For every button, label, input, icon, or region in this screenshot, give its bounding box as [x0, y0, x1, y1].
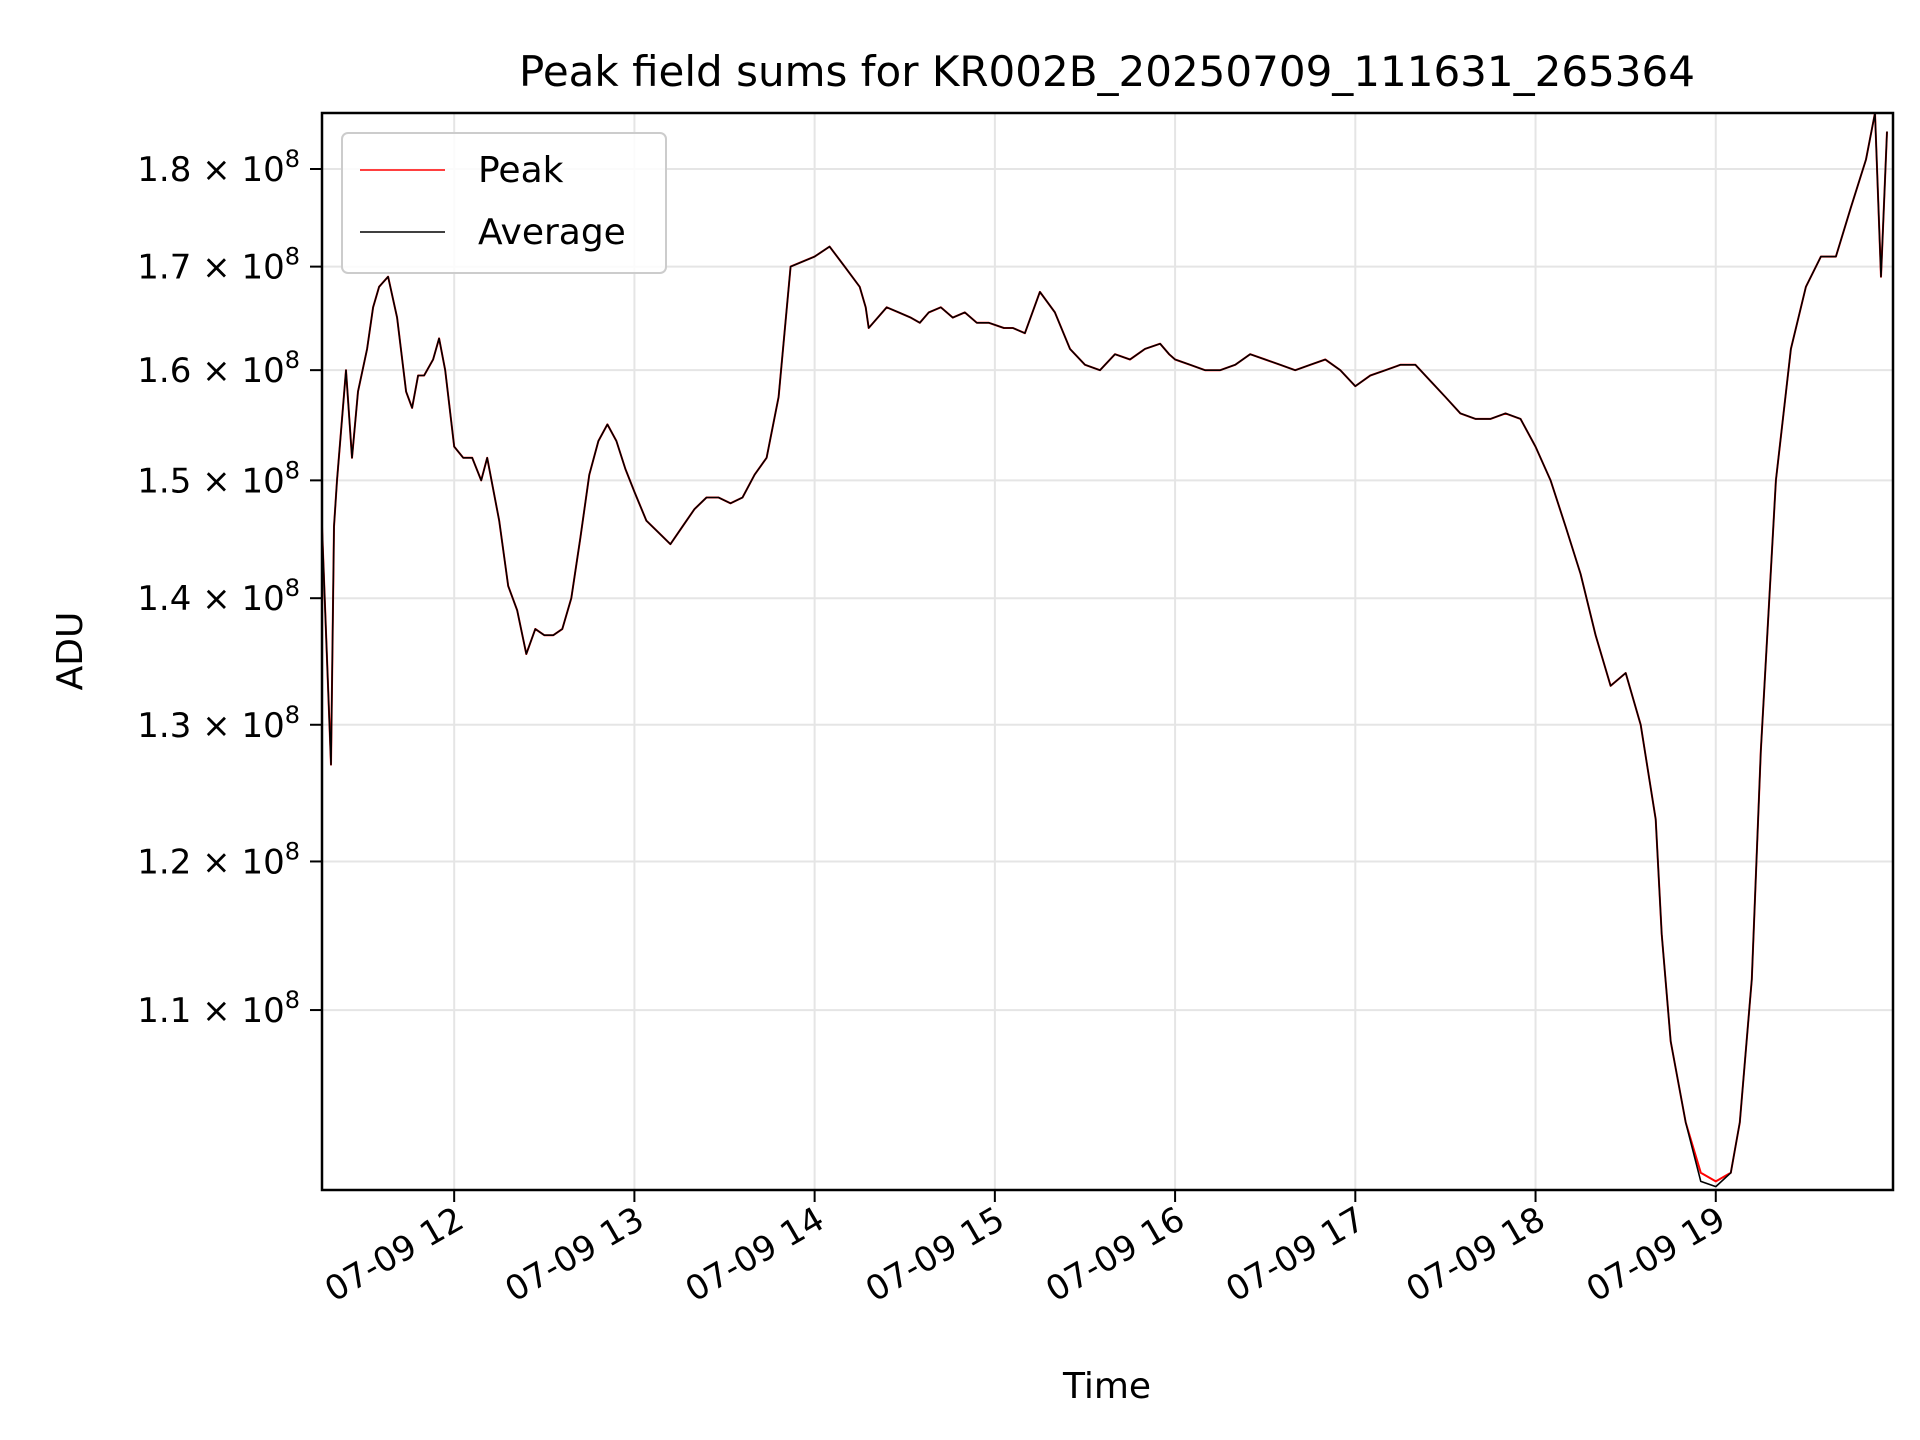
- y-tick-exponent: 8: [285, 574, 300, 602]
- series-line-average: [321, 112, 1888, 1188]
- y-tick-mantissa: 1.4: [137, 579, 191, 619]
- y-tick-exponent: 8: [285, 837, 300, 865]
- y-tick-label: 1.7 × 108: [137, 243, 300, 288]
- grid: [322, 113, 1893, 1190]
- y-tick-exponent: 8: [285, 986, 300, 1014]
- y-tick-label: 1.8 × 108: [137, 145, 300, 190]
- x-axis-label: Time: [1062, 1366, 1151, 1407]
- y-tick-times-sign: × 10: [191, 461, 284, 501]
- y-tick-mantissa: 1.5: [137, 461, 191, 501]
- legend: Peak Average: [341, 132, 667, 274]
- y-tick-exponent: 8: [285, 456, 300, 484]
- y-tick-exponent: 8: [285, 243, 300, 271]
- y-tick-times-sign: × 10: [191, 248, 284, 288]
- y-tick-label: 1.4 × 108: [137, 574, 300, 619]
- y-tick-exponent: 8: [285, 145, 300, 173]
- y-tick-mantissa: 1.8: [137, 150, 191, 190]
- y-tick-times-sign: × 10: [191, 150, 284, 190]
- y-tick-label: 1.3 × 108: [137, 701, 300, 746]
- legend-label-peak: Peak: [478, 150, 564, 191]
- plot-frame: [320, 111, 1895, 1192]
- y-tick-exponent: 8: [285, 346, 300, 374]
- y-tick-times-sign: × 10: [191, 579, 284, 619]
- y-tick-mantissa: 1.2: [137, 842, 191, 882]
- y-tick-times-sign: × 10: [191, 991, 284, 1031]
- y-tick-exponent: 8: [285, 701, 300, 729]
- y-tick-label: 1.1 × 108: [137, 986, 300, 1031]
- y-tick-label: 1.6 × 108: [137, 346, 300, 391]
- y-tick-times-sign: × 10: [191, 706, 284, 746]
- y-tick-times-sign: × 10: [191, 842, 284, 882]
- legend-label-average: Average: [478, 212, 626, 253]
- y-tick-mantissa: 1.1: [137, 991, 191, 1031]
- y-tick-mantissa: 1.3: [137, 706, 191, 746]
- y-tick-label: 1.5 × 108: [137, 456, 300, 501]
- y-tick-label: 1.2 × 108: [137, 837, 300, 882]
- y-axis-label: ADU: [50, 612, 91, 691]
- y-tick-mantissa: 1.7: [137, 248, 191, 288]
- legend-box: [341, 132, 667, 274]
- chart-title: Peak field sums for KR002B_20250709_1116…: [519, 47, 1695, 96]
- y-tick-times-sign: × 10: [191, 351, 284, 391]
- y-tick-mantissa: 1.6: [137, 351, 191, 391]
- series-layer: [321, 112, 1888, 1188]
